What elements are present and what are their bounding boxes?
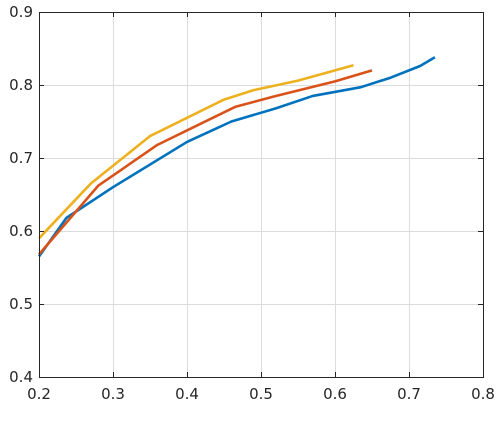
x-tick-label: 0.5 bbox=[249, 385, 273, 403]
series-line-2 bbox=[38, 69, 373, 256]
y-tick-label: 0.9 bbox=[9, 3, 33, 21]
x-tick-labels: 0.2 0.3 0.4 0.5 0.6 0.7 0.8 bbox=[27, 385, 495, 403]
series-line-3 bbox=[38, 64, 354, 240]
series-line-1 bbox=[37, 56, 436, 258]
x-tick-label: 0.2 bbox=[27, 385, 51, 403]
y-tick-labels: 0.4 0.5 0.6 0.7 0.8 0.9 bbox=[9, 3, 33, 386]
tick-marks bbox=[39, 12, 484, 378]
y-tick-label: 0.4 bbox=[9, 368, 33, 386]
x-tick-label: 0.8 bbox=[471, 385, 495, 403]
y-tick-label: 0.6 bbox=[9, 222, 33, 240]
series-lines bbox=[37, 56, 436, 258]
x-tick-label: 0.6 bbox=[323, 385, 347, 403]
x-tick-label: 0.3 bbox=[101, 385, 125, 403]
y-tick-label: 0.7 bbox=[9, 149, 33, 167]
y-tick-label: 0.8 bbox=[9, 76, 33, 94]
x-tick-label: 0.7 bbox=[397, 385, 421, 403]
y-tick-label: 0.5 bbox=[9, 295, 33, 313]
x-tick-label: 0.4 bbox=[175, 385, 199, 403]
gridlines bbox=[39, 12, 483, 377]
